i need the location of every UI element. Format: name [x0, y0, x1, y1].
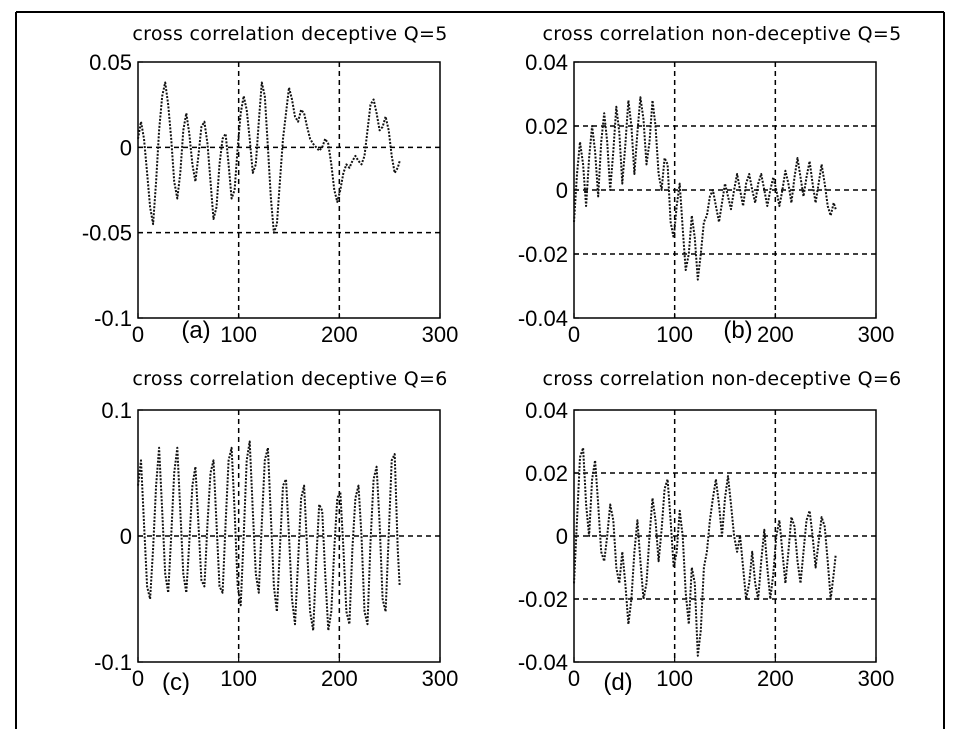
panel-d: cross correlation non-deceptive Q=6 (d) … [518, 368, 902, 696]
panel-c-series-line [137, 440, 401, 632]
panel-a-series-line [137, 81, 401, 234]
panel-a-xtick-label: 0 [132, 322, 144, 347]
panel-a-label: (a) [181, 317, 210, 344]
panel-b: cross correlation non-deceptive Q=5 (b) … [518, 23, 902, 347]
panel-c-title: cross correlation deceptive Q=6 [132, 368, 447, 390]
panel-d-ytick-label: 0.02 [525, 461, 568, 486]
panel-a-ytick-label: 0.05 [89, 50, 132, 75]
panel-b-xtick-label: 300 [858, 322, 895, 347]
panel-b-xtick-label: 200 [757, 322, 794, 347]
panel-a-ytick-label: 0 [120, 135, 132, 160]
panel-a-axes-box [137, 61, 441, 319]
panel-b-ytick-label: -0.04 [518, 306, 568, 331]
panel-c: cross correlation deceptive Q=6 (c) 0 100… [94, 368, 458, 696]
panel-c-xtick-label: 0 [132, 666, 144, 691]
panel-d-xtick-label: 200 [757, 666, 794, 691]
panel-d-ytick-label: 0.04 [525, 398, 568, 423]
panel-c-ytick-label: 0 [120, 524, 132, 549]
panel-d-ytick-label: -0.02 [518, 587, 568, 612]
panel-a-xtick-label: 200 [321, 322, 358, 347]
panel-b-label: (b) [723, 317, 752, 344]
panel-d-xtick-label: 300 [858, 666, 895, 691]
panel-d-title: cross correlation non-deceptive Q=6 [543, 368, 902, 390]
panel-a-ytick-label: -0.05 [82, 221, 132, 246]
panel-d-ytick-label: 0 [556, 524, 568, 549]
panel-b-ytick-label: -0.02 [518, 242, 568, 267]
panel-b-ytick-label: 0.02 [525, 114, 568, 139]
panel-d-xtick-label: 0 [568, 666, 580, 691]
panel-b-ytick-label: 0.04 [525, 50, 568, 75]
panel-d-label: (d) [603, 669, 632, 696]
panel-c-xtick-label: 300 [422, 666, 459, 691]
panel-b-xtick-label: 0 [568, 322, 580, 347]
panel-d-ytick-label: -0.04 [518, 650, 568, 675]
panel-b-title: cross correlation non-deceptive Q=5 [543, 23, 902, 45]
panel-a: cross correlation deceptive Q=5 (a) 0 100… [82, 23, 459, 347]
panel-a-xtick-label: 100 [220, 322, 257, 347]
panel-c-label: (c) [162, 669, 190, 696]
panel-a-ytick-label: -0.1 [94, 306, 132, 331]
panel-b-series-line [573, 96, 837, 281]
panel-a-title: cross correlation deceptive Q=5 [132, 23, 447, 45]
panel-c-xtick-label: 100 [220, 666, 257, 691]
panel-c-xtick-label: 200 [321, 666, 358, 691]
panel-b-xtick-label: 100 [656, 322, 693, 347]
panel-b-ytick-label: 0 [556, 178, 568, 203]
panel-d-xtick-label: 100 [656, 666, 693, 691]
panel-a-xtick-label: 300 [422, 322, 459, 347]
panel-d-series-line [573, 446, 837, 657]
panel-c-ytick-label: -0.1 [94, 650, 132, 675]
panel-c-ytick-label: 0.1 [101, 398, 132, 423]
